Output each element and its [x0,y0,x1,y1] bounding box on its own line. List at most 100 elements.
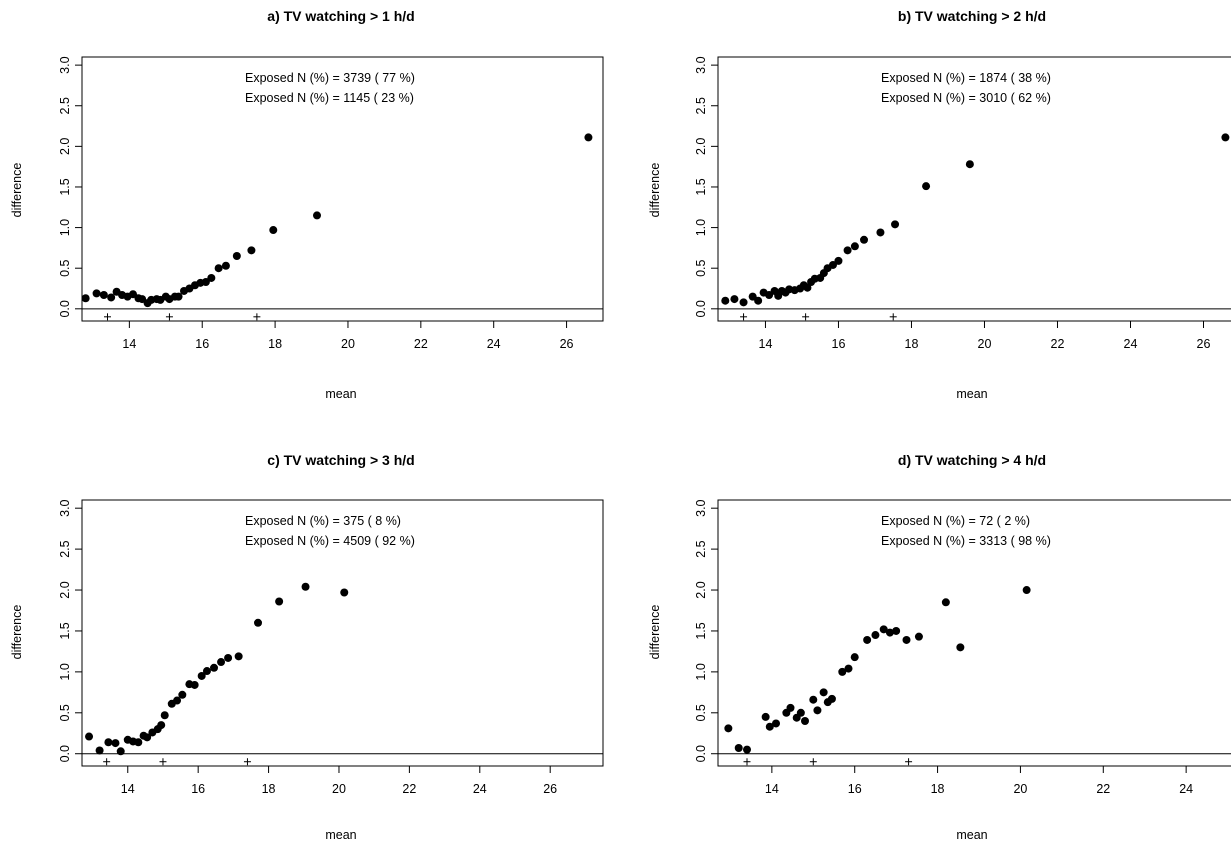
x-axis-label: mean [325,387,356,401]
x-tick-label: 22 [1096,782,1110,796]
data-point [111,739,120,748]
data-point [340,588,349,597]
data-point [174,292,183,301]
x-axis-label: mean [956,828,987,842]
x-tick-label: 22 [1051,337,1065,351]
data-point [99,291,108,300]
data-point [828,260,837,269]
data-point [143,733,152,742]
annotation-line-1: Exposed N (%) = 375 ( 8 %) [245,514,401,528]
y-tick-label: 2.5 [694,97,708,114]
y-tick-label: 2.5 [694,540,708,557]
y-tick-label: 1.0 [694,219,708,236]
data-point [247,246,256,255]
data-point [765,722,774,731]
data-point [202,667,211,676]
data-point [914,632,923,641]
data-point [860,235,869,244]
y-tick-label: 1.5 [694,622,708,639]
x-tick-label: 16 [848,782,862,796]
data-point [739,298,748,307]
data-point [129,290,138,299]
data-point [876,228,885,237]
data-point [207,273,216,282]
data-point [850,653,859,662]
data-point [221,261,230,270]
x-tick-label: 24 [487,337,501,351]
x-tick-label: 24 [1124,337,1138,351]
panel-a: a) TV watching > 1 h/d Exposed N (%) = 3… [10,8,604,401]
y-tick-label: 3.0 [694,499,708,516]
panel-title: c) TV watching > 3 h/d [267,452,414,468]
data-point [850,242,859,251]
plot-area: 14 16 18 20 22 24 26 0.0 0.5 1.0 1.5 2.0 2.5 3.0 [58,56,604,351]
x-tick-label: 18 [931,782,945,796]
y-tick-label: 2.0 [58,581,72,598]
data-point [254,618,263,627]
y-tick-label: 0.5 [694,704,708,721]
x-axis-label: mean [956,387,987,401]
data-point [772,719,780,728]
data-point [734,743,743,752]
y-tick-label: 0.0 [694,745,708,762]
data-point [173,696,182,705]
data-point [81,294,90,303]
x-tick-label: 24 [1179,782,1193,796]
panel-title: b) TV watching > 2 h/d [898,8,1046,24]
data-point [801,716,809,725]
plot-area: 14 16 18 20 22 24 26 0.0 0.5 1.0 1.5 2.0 2.5 3.0 [694,56,1231,351]
plus-marker [740,313,748,321]
data-point [178,690,187,699]
data-point [134,738,143,747]
annotation-line-1: Exposed N (%) = 72 ( 2 %) [881,514,1030,528]
y-tick-label: 1.0 [694,663,708,680]
x-tick-label: 14 [765,782,779,796]
data-point [217,658,226,667]
data-point [941,598,950,607]
annotation-line-2: Exposed N (%) = 1145 ( 23 %) [245,91,414,105]
data-point [107,293,116,302]
data-point [584,133,593,142]
y-tick-label: 1.0 [58,219,72,236]
data-point [743,745,751,754]
plus-marker [103,758,111,766]
panel-title: a) TV watching > 1 h/d [267,8,414,24]
y-tick-label: 2.0 [694,138,708,155]
annotation-line-2: Exposed N (%) = 3010 ( 62 %) [881,91,1051,105]
y-axis-label: difference [10,605,24,660]
data-point [275,597,284,606]
data-point [160,711,169,720]
panel-d: d) TV watching > 4 h/d Exposed N (%) = 7… [648,452,1231,842]
data-point [885,628,894,637]
x-tick-label: 16 [195,337,209,351]
data-point [116,747,125,756]
data-point [95,746,104,755]
data-point [157,721,166,730]
panel-b: b) TV watching > 2 h/d Exposed N (%) = 1… [648,8,1231,401]
y-tick-label: 0.5 [58,704,72,721]
x-tick-label: 20 [341,337,355,351]
x-tick-label: 26 [560,337,574,351]
data-point [956,643,965,652]
plot-area: 14 16 18 20 22 24 26 0.0 0.5 1.0 1.5 2.0 2.5 3.0 [58,499,604,796]
data-point [748,292,757,301]
plus-marker [243,758,251,766]
data-point [138,295,147,304]
data-point [92,289,101,298]
data-point [1022,586,1031,595]
annotation-line-1: Exposed N (%) = 3739 ( 77 %) [245,71,415,85]
plot-area: 14 16 18 20 22 24 0.0 0.5 1.0 1.5 2.0 2.5 3.0 [694,499,1231,796]
y-tick-label: 3.0 [694,56,708,73]
x-tick-label: 16 [191,782,205,796]
y-tick-label: 2.0 [694,581,708,598]
annotation-line-1: Exposed N (%) = 1874 ( 38 %) [881,71,1051,85]
data-point [863,635,872,644]
x-axis: 14 16 18 20 22 24 26 [122,320,574,351]
panel-title: d) TV watching > 4 h/d [898,452,1046,468]
y-axis-label: difference [648,163,662,218]
y-tick-label: 2.0 [58,138,72,155]
panel-c: c) TV watching > 3 h/d Exposed N (%) = 3… [10,452,604,842]
x-tick-label: 14 [122,337,136,351]
data-point [721,296,730,305]
plus-marker [802,313,810,321]
